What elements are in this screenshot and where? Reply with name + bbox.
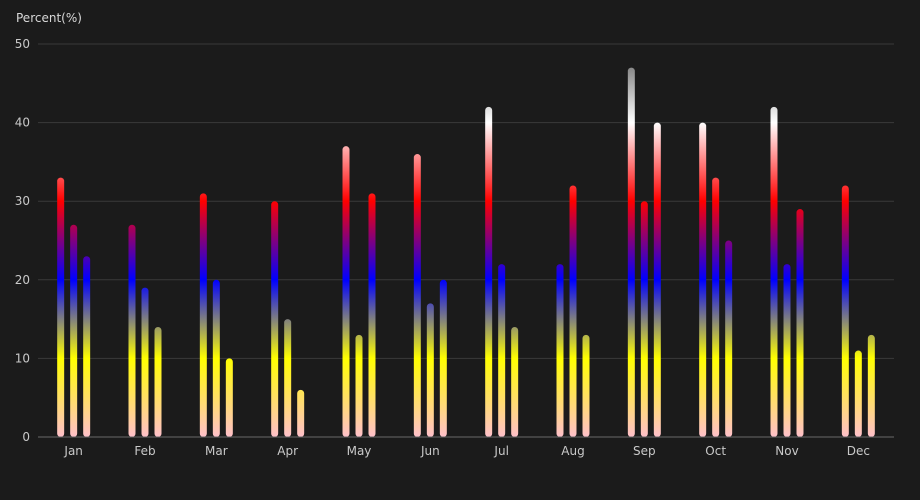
x-tick-label: May <box>347 444 372 458</box>
y-tick-label: 50 <box>15 37 30 51</box>
y-tick-label: 0 <box>22 430 30 444</box>
bar-jan-2 <box>70 224 78 437</box>
gridlines <box>38 43 894 359</box>
bar-nov-1 <box>770 106 778 437</box>
bar-sep-3 <box>653 122 661 437</box>
bar-mar-3 <box>225 358 233 437</box>
x-tick-label: Nov <box>775 444 798 458</box>
bar-dec-1 <box>841 185 849 437</box>
bar-jun-3 <box>439 279 447 437</box>
bar-jul-2 <box>498 264 506 437</box>
bar-may-3 <box>368 193 376 437</box>
bar-dec-2 <box>854 350 862 437</box>
bar-oct-3 <box>725 240 733 437</box>
bar-mar-2 <box>212 279 220 437</box>
y-tick-label: 40 <box>15 116 30 130</box>
x-tick-label: Oct <box>705 444 726 458</box>
bar-apr-2 <box>284 319 292 437</box>
x-tick-label: Sep <box>633 444 656 458</box>
bar-jul-1 <box>485 106 493 437</box>
x-tick-label: Apr <box>277 444 298 458</box>
bar-dec-3 <box>867 334 875 437</box>
y-tick-label: 30 <box>15 194 30 208</box>
bar-sep-2 <box>640 201 648 437</box>
x-tick-label: Mar <box>205 444 228 458</box>
bar-nov-3 <box>796 209 804 437</box>
y-tick-label: 20 <box>15 273 30 287</box>
bar-sep-1 <box>627 67 635 437</box>
bar-may-1 <box>342 146 350 437</box>
bar-oct-1 <box>699 122 707 437</box>
bar-jul-3 <box>511 326 519 437</box>
bar-aug-3 <box>582 334 590 437</box>
x-tick-label: Aug <box>561 444 584 458</box>
x-tick-label: Jan <box>63 444 83 458</box>
bar-nov-2 <box>783 264 791 437</box>
x-tick-label: Dec <box>847 444 870 458</box>
x-tick-label: Feb <box>134 444 155 458</box>
bar-aug-1 <box>556 264 564 437</box>
bar-feb-2 <box>141 287 149 437</box>
bar-jan-3 <box>83 256 91 437</box>
bar-feb-1 <box>128 224 136 437</box>
bar-jun-2 <box>426 303 434 437</box>
bar-feb-3 <box>154 326 162 437</box>
bar-apr-3 <box>297 389 305 437</box>
bar-jan-1 <box>57 177 65 437</box>
bars <box>57 67 875 438</box>
bar-mar-1 <box>199 193 207 437</box>
y-axis-label: Percent(%) <box>16 11 82 25</box>
bar-may-2 <box>355 334 363 437</box>
x-tick-label: Jun <box>420 444 440 458</box>
bar-oct-2 <box>712 177 720 437</box>
x-tick-label: Jul <box>493 444 508 458</box>
y-tick-label: 10 <box>15 351 30 365</box>
y-tick-labels: 0 10 20 30 40 50 <box>15 37 30 444</box>
bar-apr-1 <box>271 201 279 437</box>
bar-jun-1 <box>413 154 421 438</box>
bar-aug-2 <box>569 185 577 437</box>
x-tick-labels: Jan Feb Mar Apr May Jun Jul Aug Sep Oct Nov Dec <box>63 444 870 458</box>
